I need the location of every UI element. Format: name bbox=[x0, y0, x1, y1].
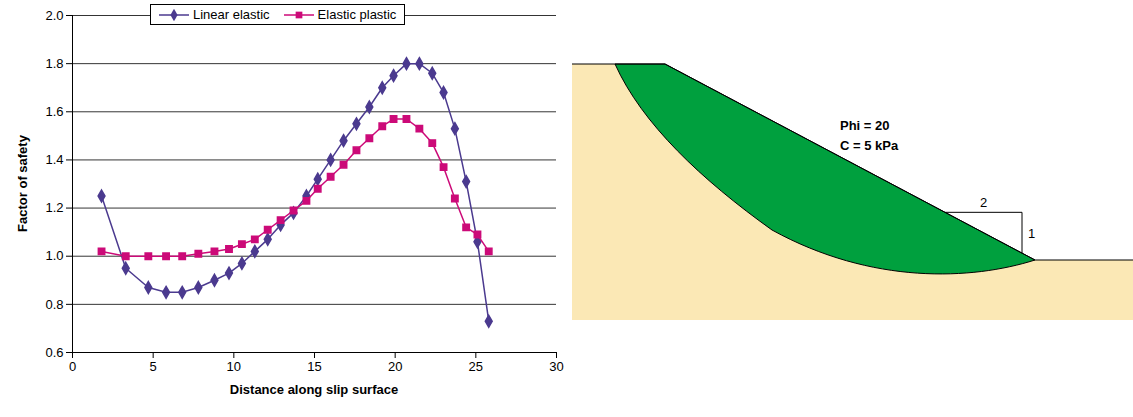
svg-text:1.0: 1.0 bbox=[45, 248, 63, 263]
svg-text:1.6: 1.6 bbox=[45, 104, 63, 119]
svg-text:1.2: 1.2 bbox=[45, 200, 63, 215]
svg-text:1.8: 1.8 bbox=[45, 56, 63, 71]
svg-text:20: 20 bbox=[388, 359, 402, 374]
html-text:Elastic plastic: Elastic plastic bbox=[317, 7, 397, 22]
svg-text:0: 0 bbox=[69, 359, 76, 374]
svg-text:Phi = 20: Phi = 20 bbox=[840, 118, 890, 133]
svg-text:10: 10 bbox=[227, 359, 241, 374]
svg-text:2: 2 bbox=[980, 195, 987, 210]
html-text:Linear elastic: Linear elastic bbox=[193, 7, 270, 22]
html-text:Factor of safety: Factor of safety bbox=[14, 134, 30, 232]
svg-text:C = 5 kPa: C = 5 kPa bbox=[840, 138, 899, 153]
svg-text:1: 1 bbox=[1028, 226, 1035, 241]
svg-text:0.8: 0.8 bbox=[45, 297, 63, 312]
svg-text:25: 25 bbox=[469, 359, 483, 374]
svg-text:5: 5 bbox=[150, 359, 157, 374]
svg-text:1.4: 1.4 bbox=[45, 152, 63, 167]
svg-text:2.0: 2.0 bbox=[45, 8, 63, 23]
html-text:Distance along slip surface: Distance along slip surface bbox=[229, 382, 399, 397]
svg-text:15: 15 bbox=[307, 359, 321, 374]
svg-text:0.6: 0.6 bbox=[45, 345, 63, 360]
svg-text:30: 30 bbox=[549, 359, 563, 374]
